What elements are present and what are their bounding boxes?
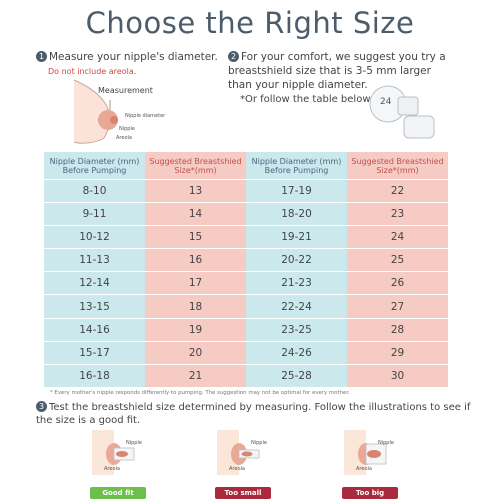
header-cell: Nipple Diameter (mm) Before Pumping: [44, 152, 145, 180]
table-cell: 21-23: [246, 272, 347, 296]
step-text: For your comfort, we suggest you try a b…: [228, 51, 446, 91]
table-cell: 21: [145, 364, 246, 388]
label: Areola: [104, 466, 120, 472]
table-cell: 19-21: [246, 226, 347, 250]
fit-drawing: [344, 430, 387, 475]
table-cell: 17: [145, 272, 246, 296]
table-cell: 20: [145, 341, 246, 365]
label: Nipple: [126, 440, 142, 446]
table-cell: 14: [145, 203, 246, 227]
header-cell: Suggested Breastshied Size*(mm): [145, 152, 246, 180]
table-cell: 22: [347, 180, 448, 204]
nipple: [367, 450, 381, 458]
label: Areola: [229, 466, 245, 472]
step1: 1 Measure your nipple's diameter.: [36, 50, 218, 64]
table-cell: 12-14: [44, 272, 145, 296]
table-cell: 9-11: [44, 203, 145, 227]
table-cell: 29: [347, 341, 448, 365]
skin: [92, 430, 114, 475]
table-cell: 27: [347, 295, 448, 319]
table-cell: 22-24: [246, 295, 347, 319]
step-number: 3: [36, 401, 47, 412]
table-cell: 25: [347, 249, 448, 273]
table-cell: 23: [347, 203, 448, 227]
table-cell: 25-28: [246, 364, 347, 388]
label: Nipple: [119, 126, 135, 132]
header-cell: Suggested Breastshied Size*(mm): [347, 152, 448, 180]
table-cell: 26: [347, 272, 448, 296]
step-text: Measure your nipple's diameter.: [49, 51, 218, 63]
breast: [73, 79, 111, 144]
table-cell: 18-20: [246, 203, 347, 227]
table-cell: 15: [145, 226, 246, 250]
table-cell: 10-12: [44, 226, 145, 250]
table-cell: 16-18: [44, 364, 145, 388]
fit-drawing: [92, 430, 135, 475]
table-cell: 16: [145, 249, 246, 273]
table-cell: 19: [145, 318, 246, 342]
table-cell: 18: [145, 295, 246, 319]
pump-icon: [369, 85, 435, 139]
fit-badge: Too small: [215, 487, 271, 499]
table-cell: 17-19: [246, 180, 347, 204]
nipple: [116, 451, 128, 457]
nipple: [241, 451, 253, 457]
label: Nipple diameter: [125, 113, 166, 119]
areola: [98, 110, 118, 130]
footnote: * Every mother's nipple responds differe…: [50, 390, 350, 396]
table-cell: 8-10: [44, 180, 145, 204]
step-text: Test the breastshield size determined by…: [36, 402, 471, 426]
title: Choose the Right Size: [85, 6, 415, 40]
label: Nipple: [378, 440, 394, 446]
size-table: Nipple Diameter (mm) Before Pumping Sugge…: [44, 152, 448, 388]
table-cell: 11-13: [44, 249, 145, 273]
table-cell: 13-15: [44, 295, 145, 319]
step-note: Do not include areola.: [48, 67, 137, 76]
step3: 3 Test the breastshield size determined b…: [36, 401, 476, 427]
step2: 2 For your comfort, we suggest you try a …: [228, 50, 446, 92]
table-cell: 20-22: [246, 249, 347, 273]
table-cell: 14-16: [44, 318, 145, 342]
table-cell: 30: [347, 364, 448, 388]
breast-diagram: [73, 79, 118, 144]
size-label: 24: [380, 97, 392, 107]
label: Nipple: [251, 440, 267, 446]
fit-badge: Good fit: [90, 487, 146, 499]
fit-drawing: [217, 430, 260, 475]
fit-badge: Too big: [342, 487, 398, 499]
step-note: *Or follow the table below.: [240, 94, 373, 105]
table-cell: 13: [145, 180, 246, 204]
header-cell: Nipple Diameter (mm) Before Pumping: [246, 152, 347, 180]
label: Measurement: [98, 86, 153, 95]
nipple: [110, 116, 118, 124]
table-cell: 24-26: [246, 341, 347, 365]
table-cell: 15-17: [44, 341, 145, 365]
skin: [344, 430, 366, 475]
label: Areola: [116, 135, 132, 141]
label: Areola: [356, 466, 372, 472]
skin: [217, 430, 239, 475]
table-cell: 23-25: [246, 318, 347, 342]
table-cell: 28: [347, 318, 448, 342]
table-cell: 24: [347, 226, 448, 250]
step-number: 2: [228, 51, 239, 62]
step-number: 1: [36, 51, 47, 62]
